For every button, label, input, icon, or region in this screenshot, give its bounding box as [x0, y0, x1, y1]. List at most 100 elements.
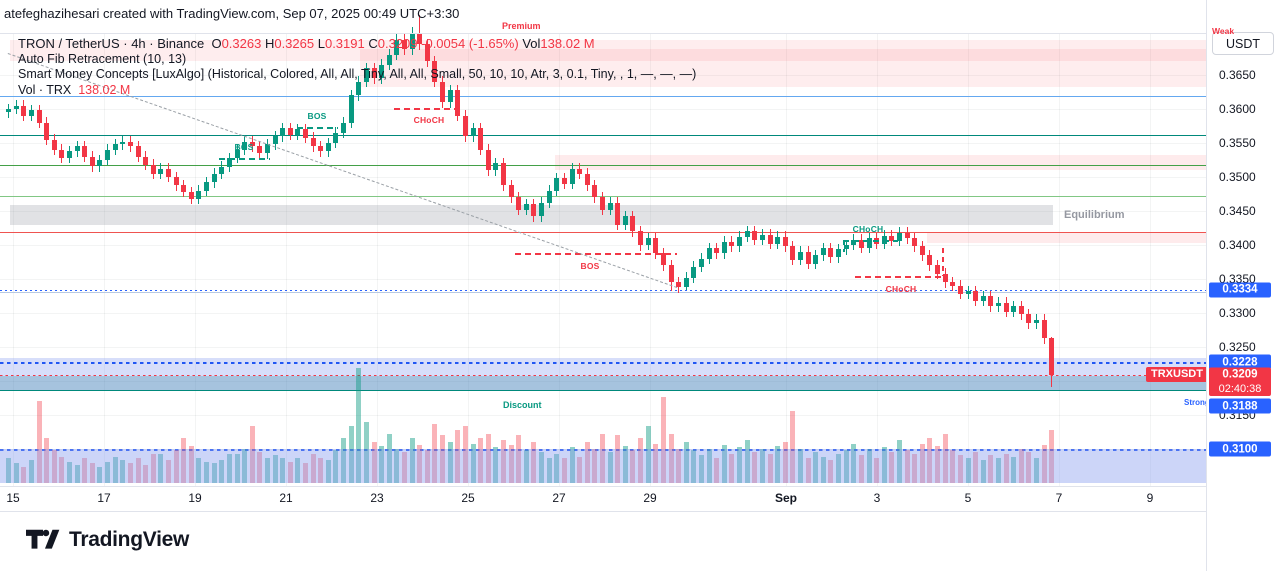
bos-1-line [219, 158, 270, 160]
candle [912, 238, 918, 247]
discount-top-line[interactable] [0, 449, 1206, 452]
fib-level-0618[interactable] [0, 164, 1206, 167]
ohlc-close-value: 0.3209 [377, 36, 418, 51]
candle [851, 239, 857, 245]
chart-top-border [0, 33, 1281, 34]
time-tick-15: 15 [6, 491, 20, 505]
volume-bar [1034, 458, 1039, 483]
chart-pane[interactable]: BOS BOS CHoCH BOS CHoCH CHoCH Premium Equilibri… [0, 0, 1206, 486]
current-price-line[interactable] [0, 374, 1206, 377]
candle [645, 238, 651, 245]
volume-bar [348, 425, 354, 483]
candle [455, 90, 461, 116]
candle [143, 156, 149, 165]
candle [127, 141, 133, 147]
zone-top-line[interactable] [0, 362, 1206, 365]
candle [280, 128, 286, 137]
h-gridline [0, 177, 1206, 178]
v-gridline [650, 33, 651, 486]
candle [379, 64, 385, 79]
volume-bar [51, 450, 57, 483]
volume-bar [6, 458, 11, 483]
symbol-row[interactable]: TRON / TetherUS · 4h · Binance O0.3263 H… [18, 36, 595, 51]
candle [668, 265, 674, 283]
price-axis[interactable]: USDT Weak 0.3650 0.3600 0.3550 0.3500 0.3450… [1206, 0, 1281, 571]
volume-bar [950, 450, 956, 483]
volume-bar [721, 445, 727, 483]
volume-bar [1049, 429, 1055, 483]
weak-low-line[interactable] [0, 289, 1206, 292]
volume-bar [577, 456, 583, 483]
time-tick-Sep: Sep [774, 491, 798, 505]
price-badge-0.3100: 0.3100 [1209, 441, 1271, 457]
ohlc-close-letter: C [368, 36, 378, 51]
candle [699, 258, 704, 267]
bar-countdown: 02:40:38 [1209, 381, 1271, 396]
volume-bar [462, 425, 468, 483]
exchange-label: Binance [157, 36, 205, 51]
candle [1003, 302, 1009, 312]
volume-bar [44, 437, 50, 483]
volume-bar [1011, 456, 1017, 483]
volume-bar [386, 433, 392, 483]
volume-bar [546, 458, 552, 483]
candle [36, 110, 42, 123]
candle [204, 182, 209, 191]
indicator-volume-label[interactable]: Vol · TRX [18, 82, 72, 97]
time-axis[interactable]: 15 17 19 21 23 25 27 29 Sep 3 5 7 9 [0, 486, 1206, 512]
candle [904, 232, 910, 239]
symbol-name[interactable]: TRON / TetherUS [18, 36, 120, 51]
candle [226, 158, 232, 167]
candle [6, 109, 11, 113]
volume-bar [828, 460, 834, 483]
candle [660, 253, 666, 266]
candle [348, 95, 354, 123]
candle [729, 241, 735, 247]
weak-high-line[interactable] [0, 96, 1206, 98]
volume-bar [622, 446, 628, 483]
candle [523, 204, 529, 210]
bos-1-label: BOS [234, 142, 254, 152]
interval-label[interactable]: 4h [131, 36, 146, 51]
candle [356, 81, 362, 96]
v-gridline [195, 33, 196, 486]
ohlc-high-letter: H [264, 36, 275, 51]
volume-bar [310, 453, 316, 483]
price-label-0.3400: 0.3400 [1219, 238, 1256, 252]
candle [264, 144, 270, 154]
candle [82, 146, 88, 157]
volume-bar [600, 433, 605, 483]
volume-bar [851, 443, 857, 483]
volume-bar [516, 435, 522, 483]
candle [858, 239, 864, 248]
v-gridline [286, 33, 287, 486]
price-badge-0.3334: 0.3334 [1209, 282, 1271, 298]
indicator-smart-money-concepts[interactable]: Smart Money Concepts [LuxAlgo] (Historic… [18, 67, 697, 81]
strong-low-line[interactable] [0, 389, 1206, 392]
indicator-volume[interactable]: Vol · TRX 138.02 M [18, 83, 696, 99]
volume-bar [371, 442, 377, 483]
volume-bar [478, 437, 484, 483]
currency-toggle-button[interactable]: USDT [1212, 32, 1274, 55]
choch-2-line [843, 240, 898, 242]
candle [630, 216, 636, 232]
candle [820, 248, 826, 256]
fib-level-0382[interactable] [0, 232, 1206, 234]
volume-bar [325, 460, 331, 483]
fib-level-0786[interactable] [0, 134, 1206, 137]
weak-low-underlay[interactable] [0, 291, 1206, 294]
volume-bar [858, 455, 864, 483]
indicator-auto-fib[interactable]: Auto Fib Retracement (10, 13) [18, 51, 187, 66]
candle [310, 137, 316, 147]
volume-bar [805, 458, 811, 483]
volume-bar [272, 455, 278, 483]
fib-level-05[interactable] [0, 196, 1206, 198]
bos-3-label: BOS [580, 261, 600, 271]
volume-bar [539, 451, 545, 483]
discount-zone [0, 449, 1206, 483]
ohlc-open-value: 0.3263 [221, 36, 262, 51]
candle [813, 255, 819, 264]
h-gridline [0, 347, 1206, 348]
tradingview-logo[interactable]: TradingView [26, 527, 189, 552]
candle [341, 122, 347, 133]
